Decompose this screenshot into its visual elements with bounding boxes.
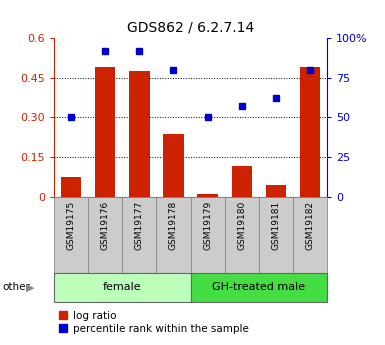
Bar [259, 197, 293, 273]
Text: GSM19178: GSM19178 [169, 200, 178, 250]
Bar [163, 135, 184, 197]
Bar [54, 273, 191, 302]
Text: GSM19180: GSM19180 [237, 200, 246, 250]
Legend: log ratio, percentile rank within the sample: log ratio, percentile rank within the sa… [59, 310, 249, 334]
Text: GSM19175: GSM19175 [67, 200, 75, 250]
Text: female: female [103, 282, 142, 292]
Bar [54, 197, 88, 273]
Bar [156, 197, 191, 273]
Bar [95, 67, 115, 197]
Title: GDS862 / 6.2.7.14: GDS862 / 6.2.7.14 [127, 20, 254, 34]
Bar [191, 273, 327, 302]
Bar [88, 197, 122, 273]
Bar [232, 166, 252, 197]
Text: GH-treated male: GH-treated male [213, 282, 305, 292]
Bar [198, 194, 218, 197]
Text: GSM19177: GSM19177 [135, 200, 144, 250]
Bar [122, 197, 156, 273]
Bar [266, 185, 286, 197]
Bar [293, 197, 327, 273]
Text: GSM19181: GSM19181 [271, 200, 281, 250]
Text: GSM19179: GSM19179 [203, 200, 212, 250]
Text: ▶: ▶ [26, 282, 35, 292]
Text: other: other [2, 282, 30, 292]
Text: GSM19182: GSM19182 [306, 200, 315, 249]
Bar [225, 197, 259, 273]
Text: GSM19176: GSM19176 [100, 200, 110, 250]
Bar [129, 71, 150, 197]
Bar [191, 197, 225, 273]
Bar [61, 177, 81, 197]
Bar [300, 67, 320, 197]
